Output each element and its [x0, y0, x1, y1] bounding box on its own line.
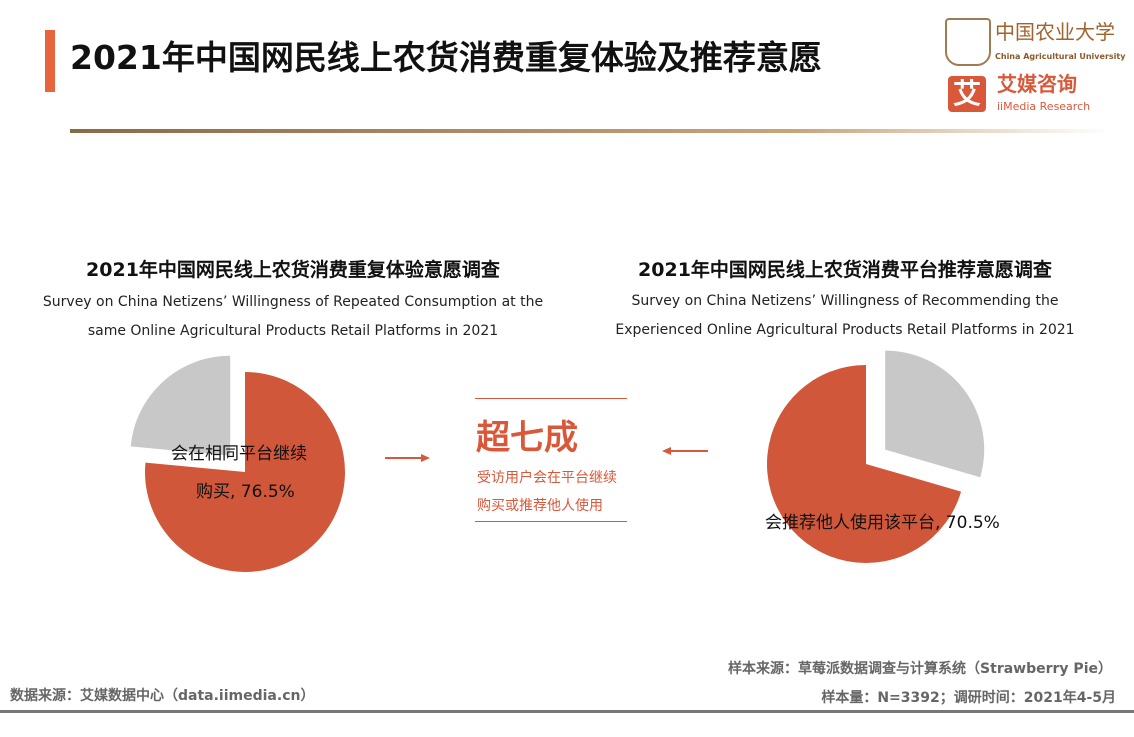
title-accent-bar	[45, 30, 55, 92]
right-data-label: 会推荐他人使用该平台, 70.5%	[765, 513, 1000, 533]
pie-slice-main	[144, 372, 345, 573]
center-text-line2: 购买或推荐他人使用	[477, 498, 603, 514]
right-chart-subtitle: Survey on China Netizens’ Willingness of…	[615, 293, 1075, 338]
sample-info: 样本量：N=3392；调研时间：2021年4-5月	[821, 690, 1116, 706]
cau-emblem-icon	[945, 18, 991, 66]
iimedia-logo-text: 艾媒咨询	[997, 72, 1077, 96]
iimedia-logo-en: iiMedia Research	[997, 100, 1091, 113]
right-arrow-icon	[385, 454, 430, 462]
left-chart-subtitle: Survey on China Netizens’ Willingness of…	[42, 294, 544, 339]
center-bottom-rule	[475, 521, 627, 522]
pie-slice-other	[130, 355, 231, 456]
left-data-label-line1: 会在相同平台继续	[171, 444, 307, 464]
center-headline: 超七成	[476, 418, 578, 458]
left-arrow-icon	[662, 447, 708, 455]
left-pie	[130, 355, 345, 573]
header-divider	[70, 129, 1110, 133]
center-text-line1: 受访用户会在平台继续	[477, 470, 617, 486]
right-pie	[766, 350, 985, 563]
pie-slice-main	[766, 365, 962, 563]
pie-slice-other	[885, 350, 985, 478]
iimedia-logo-icon: 艾	[948, 76, 986, 112]
cau-logo-en: China Agricultural University	[995, 52, 1126, 61]
cau-logo-text: 中国农业大学	[995, 20, 1115, 44]
data-source: 数据来源：艾媒数据中心（data.iimedia.cn）	[10, 688, 315, 704]
right-chart-title: 2021年中国网民线上农货消费平台推荐意愿调查	[638, 259, 1052, 281]
left-data-label-line2: 购买, 76.5%	[196, 482, 295, 502]
page-title: 2021年中国网民线上农货消费重复体验及推荐意愿	[70, 38, 822, 77]
sample-source: 样本来源：草莓派数据调查与计算系统（Strawberry Pie）	[728, 661, 1112, 677]
footer-divider	[0, 710, 1134, 713]
center-top-rule	[475, 398, 627, 399]
left-chart-title: 2021年中国网民线上农货消费重复体验意愿调查	[86, 259, 500, 281]
